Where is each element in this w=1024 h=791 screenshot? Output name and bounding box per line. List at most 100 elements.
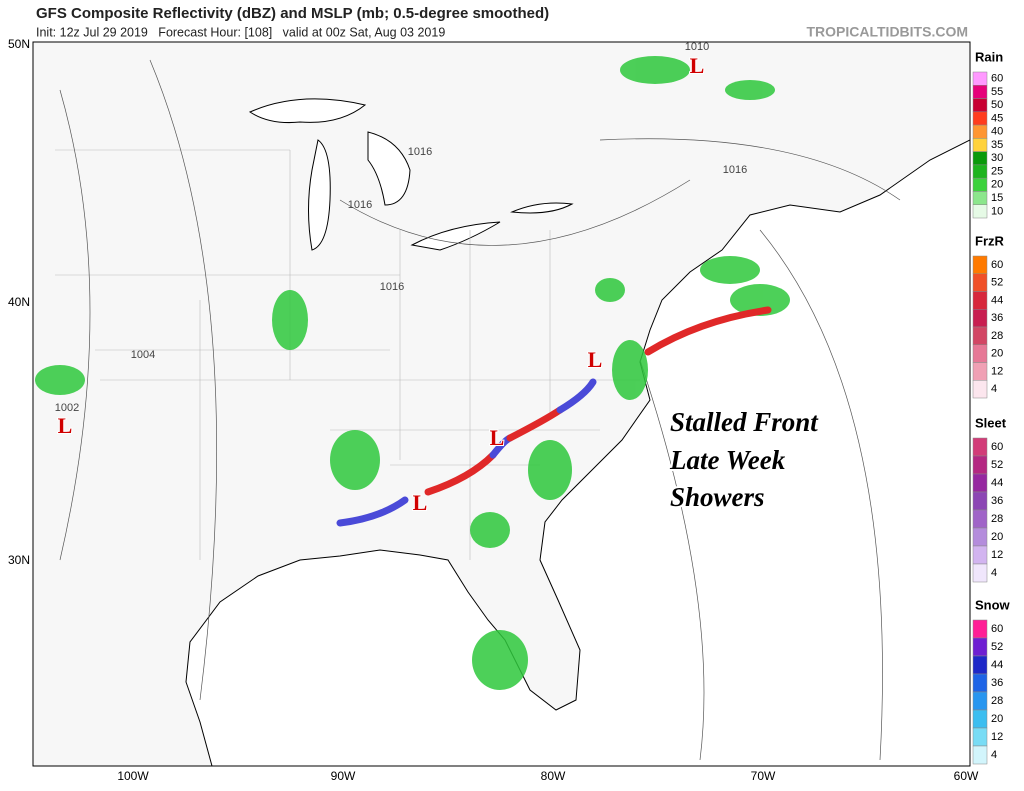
lon-label: 80W (541, 769, 566, 783)
map: 1010 1002 1004 1016 1016 1016 1016 L L L… (32, 41, 971, 767)
legend-swatch (972, 111, 988, 126)
low-marker: L (413, 490, 428, 515)
legend-swatch (972, 709, 988, 729)
legend-label: 52 (991, 277, 1003, 289)
legend-label: 44 (991, 477, 1003, 489)
legend-label: 12 (991, 731, 1003, 743)
legend-label: 12 (991, 365, 1003, 377)
legend-label: 10 (991, 205, 1003, 217)
precip (35, 56, 790, 690)
legend-label: 52 (991, 641, 1003, 653)
legend-swatch (972, 745, 988, 765)
lon-label: 100W (117, 769, 149, 783)
pressure-label: 1016 (380, 281, 404, 293)
low-marker: L (490, 425, 505, 450)
legend-swatch (972, 491, 988, 511)
land (32, 41, 971, 767)
legend-swatch (972, 455, 988, 475)
legend-label: 44 (991, 294, 1003, 306)
legend-swatch (972, 151, 988, 166)
legend-label: 20 (991, 713, 1003, 725)
legend-label: 28 (991, 330, 1003, 342)
legend-swatch (972, 124, 988, 139)
legend-title: Rain (975, 49, 1003, 64)
legend-label: 4 (991, 567, 997, 579)
legend-swatch (972, 655, 988, 675)
legend-label: 50 (991, 99, 1003, 111)
legend-swatch (972, 673, 988, 693)
legend-swatch (972, 326, 988, 345)
legend-swatch (972, 204, 988, 219)
title: GFS Composite Reflectivity (dBZ) and MSL… (36, 5, 549, 22)
low-marker: L (58, 413, 73, 438)
legend-label: 20 (991, 531, 1003, 543)
legend-label: 30 (991, 152, 1003, 164)
annotation: Late Week (669, 445, 786, 475)
lon-label: 60W (954, 769, 979, 783)
low-marker: L (588, 347, 603, 372)
legend-label: 35 (991, 139, 1003, 151)
site-logo: TROPICALTIDBITS.COM (806, 24, 968, 40)
legend-swatch (972, 437, 988, 457)
legend-swatch (972, 164, 988, 179)
legend-label: 28 (991, 513, 1003, 525)
great-lakes (248, 98, 574, 251)
legend-label: 52 (991, 459, 1003, 471)
legend-label: 44 (991, 659, 1003, 671)
legend-swatch (972, 177, 988, 192)
legend-swatch (972, 98, 988, 113)
legend-label: 40 (991, 126, 1003, 138)
pressure-label: 1002 (55, 402, 79, 414)
legend-label: 36 (991, 495, 1003, 507)
lon-label: 90W (331, 769, 356, 783)
legend-swatch (972, 344, 988, 363)
legend-swatch (972, 191, 988, 205)
legend-label: 4 (991, 749, 997, 761)
legend-swatch (972, 527, 988, 547)
legends: Rain6055504540353025201510FrzR6052443628… (972, 49, 1011, 765)
legend-swatch (972, 727, 988, 747)
pressure-label: 1004 (131, 349, 155, 361)
legend-swatch (972, 362, 988, 381)
fronts (336, 306, 772, 527)
legend-label: 15 (991, 192, 1003, 204)
legend-label: 28 (991, 695, 1003, 707)
legend-label: 36 (991, 677, 1003, 689)
legend-title: FrzR (975, 233, 1005, 248)
subtitle: Init: 12z Jul 29 2019 Forecast Hour: [10… (36, 25, 445, 39)
state-lines (55, 149, 640, 560)
legend-label: 60 (991, 623, 1003, 635)
legend-swatch (972, 255, 988, 274)
legend-swatch (972, 619, 988, 639)
lat-label: 30N (8, 553, 30, 567)
legend-label: 20 (991, 179, 1003, 191)
legend-swatch (972, 509, 988, 529)
legend-swatch (972, 71, 988, 86)
legend-label: 60 (991, 73, 1003, 85)
legend-label: 4 (991, 383, 997, 395)
legend-swatch (972, 563, 988, 583)
legend-swatch (972, 273, 988, 292)
legend-swatch (972, 637, 988, 657)
legend-label: 60 (991, 441, 1003, 453)
legend-swatch (972, 85, 988, 99)
annotation: Stalled Front (670, 407, 819, 437)
legend-title: Snow (975, 597, 1011, 612)
legend-label: 36 (991, 312, 1003, 324)
legend-swatch (972, 309, 988, 328)
pressure-label: 1016 (408, 146, 432, 158)
pressure-label: 1016 (723, 164, 747, 176)
legend-swatch (972, 138, 988, 152)
legend-label: 45 (991, 112, 1003, 124)
pressure-label: 1010 (685, 41, 709, 53)
legend-swatch (972, 545, 988, 565)
low-marker: L (690, 53, 705, 78)
lon-label: 70W (751, 769, 776, 783)
legend-label: 25 (991, 165, 1003, 177)
lat-label: 40N (8, 295, 30, 309)
legend-label: 20 (991, 348, 1003, 360)
legend-swatch (972, 291, 988, 310)
legend-label: 60 (991, 259, 1003, 271)
legend-swatch (972, 691, 988, 711)
